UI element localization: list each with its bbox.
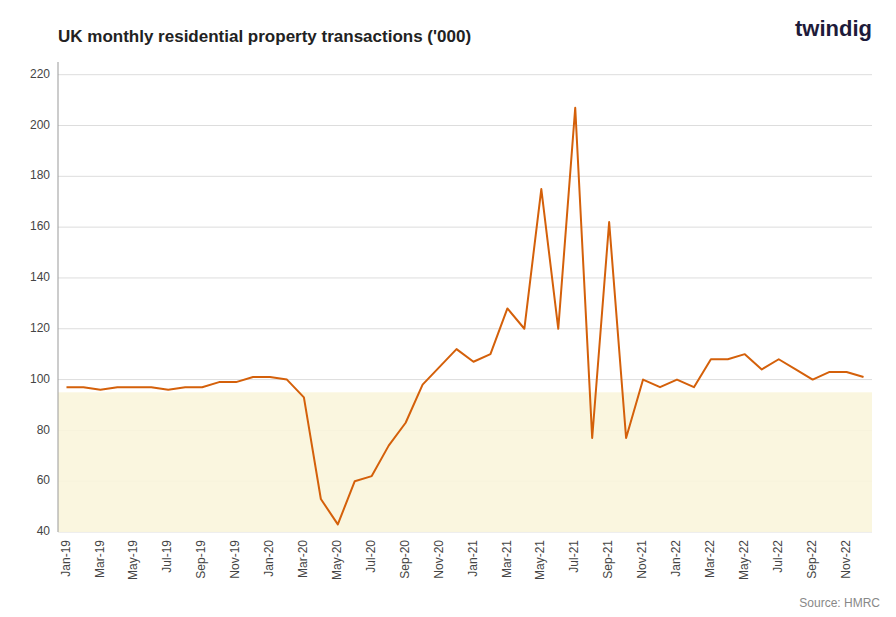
y-tick-label: 180 <box>30 168 50 182</box>
x-tick-label: Jul-20 <box>364 540 378 573</box>
logo-text: twindig <box>795 16 872 41</box>
x-tick-label: Sep-20 <box>398 540 412 579</box>
y-axis-line <box>58 62 59 532</box>
y-tick-label: 80 <box>37 423 51 437</box>
x-tick-label: May-19 <box>126 540 140 580</box>
x-tick-label: Jan-20 <box>262 540 276 577</box>
x-tick-label: Mar-22 <box>703 540 717 578</box>
y-tick-label: 60 <box>37 473 51 487</box>
grid-line <box>58 379 872 380</box>
y-tick-label: 100 <box>30 372 50 386</box>
y-tick-label: 140 <box>30 270 50 284</box>
x-tick-label: Jul-21 <box>567 540 581 573</box>
y-tick-label: 160 <box>30 219 50 233</box>
y-tick-label: 40 <box>37 524 51 538</box>
y-tick-label: 200 <box>30 118 50 132</box>
x-tick-label: Nov-20 <box>432 540 446 579</box>
plot-area <box>58 108 872 532</box>
grid-line <box>58 227 872 228</box>
x-tick-label: May-22 <box>737 540 751 580</box>
line <box>66 108 863 525</box>
x-tick-label: Jul-19 <box>160 540 174 573</box>
grid-line <box>58 328 872 329</box>
x-tick-label: Sep-22 <box>805 540 819 579</box>
x-tick-label: Jan-21 <box>466 540 480 577</box>
x-tick-label: Nov-22 <box>839 540 853 579</box>
y-tick-label: 120 <box>30 321 50 335</box>
x-tick-label: Nov-19 <box>228 540 242 579</box>
x-tick-label: Jul-22 <box>771 540 785 573</box>
x-tick-label: May-20 <box>330 540 344 580</box>
x-tick-label: Nov-21 <box>635 540 649 579</box>
x-tick-label: Mar-20 <box>296 540 310 578</box>
x-tick-label: May-21 <box>533 540 547 580</box>
title: UK monthly residential property transact… <box>58 27 471 46</box>
shaded-region <box>58 392 872 532</box>
chart: 40 60 80 100 120 140 160 180 200 220 Jan-19 Mar-19 M… <box>0 0 896 617</box>
x-tick-label: Jan-22 <box>669 540 683 577</box>
grid-line <box>58 74 872 75</box>
x-tick-label: Sep-19 <box>194 540 208 579</box>
grid-line <box>58 277 872 278</box>
x-tick-label: Sep-21 <box>601 540 615 579</box>
source-note: Source: HMRC <box>799 596 880 610</box>
x-tick-label: Jan-19 <box>59 540 73 577</box>
x-tick-label: Mar-21 <box>500 540 514 578</box>
x-tick-label: Mar-19 <box>93 540 107 578</box>
grid-line <box>58 176 872 177</box>
y-tick-label: 220 <box>30 67 50 81</box>
grid-line <box>58 125 872 126</box>
